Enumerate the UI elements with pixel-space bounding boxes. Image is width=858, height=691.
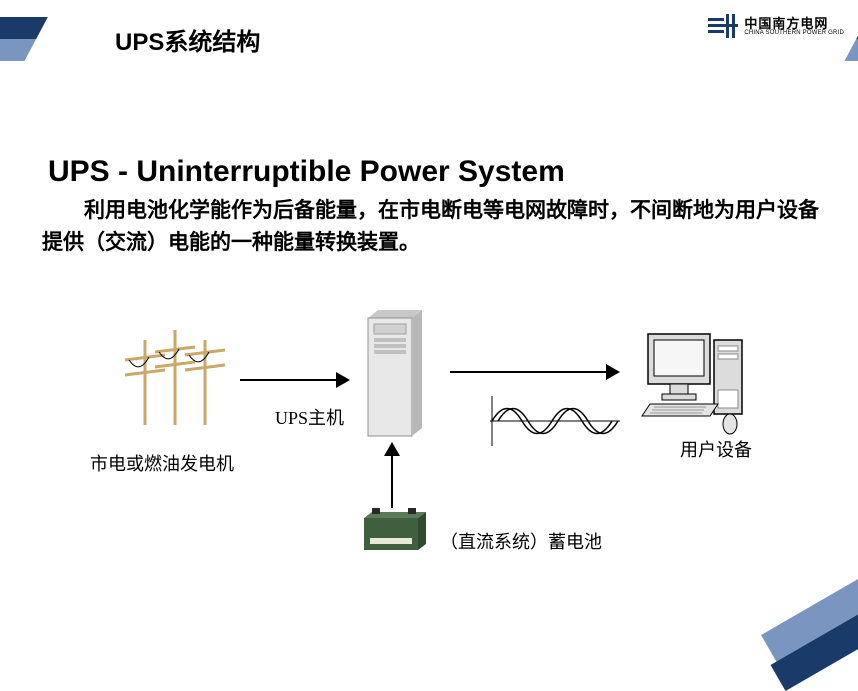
slide-title: UPS系统结构 (115, 22, 260, 57)
content-heading: UPS - Uninterruptible Power System (48, 155, 565, 189)
ups-flow-diagram: 市电或燃油发电机 UPS主机 （直流系统）蓄电池 (60, 310, 800, 590)
power-lines-icon (115, 330, 235, 430)
logo-text-en: CHINA SOUTHERN POWER GRID (744, 30, 844, 36)
ups-label: UPS主机 (275, 404, 344, 430)
company-logo: 中国南方电网 CHINA SOUTHERN POWER GRID (708, 14, 844, 38)
source-label: 市电或燃油发电机 (90, 450, 234, 476)
arrow-source-to-ups (240, 368, 350, 392)
battery-label: （直流系统）蓄电池 (440, 528, 602, 554)
ups-tower-icon (360, 310, 430, 440)
content-description: 利用电池化学能作为后备能量，在市电断电等电网故障时，不间断地为用户设备提供（交流… (42, 195, 822, 258)
battery-icon (360, 508, 430, 553)
arrow-ups-to-user (450, 360, 620, 384)
user-label: 用户设备 (680, 436, 752, 462)
logo-text-cn: 中国南方电网 (744, 17, 844, 30)
arrow-battery-to-ups (380, 442, 404, 508)
sine-wave-icon (490, 396, 620, 446)
logo-icon (708, 14, 738, 38)
desktop-pc-icon (640, 328, 750, 438)
